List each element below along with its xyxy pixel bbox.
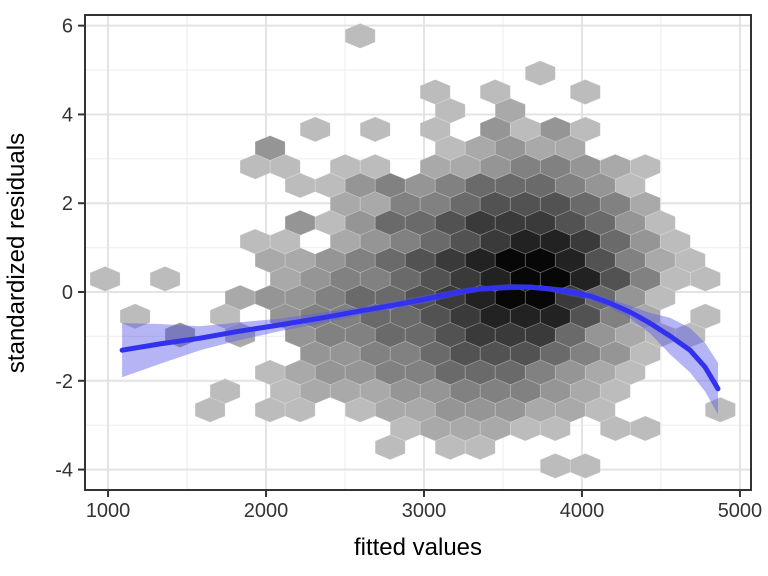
hex-bin <box>89 265 121 292</box>
x-tick-label: 3000 <box>402 500 447 522</box>
panel-border <box>84 14 752 491</box>
hex-bin <box>569 79 601 105</box>
hex-bin <box>524 60 556 87</box>
hex-bin <box>689 265 721 292</box>
smooth-layer <box>119 284 721 415</box>
y-axis-title: standardized residuals <box>3 133 30 373</box>
hex-bin <box>704 396 736 423</box>
hex-bin <box>284 396 316 423</box>
y-tick-label: 6 <box>62 16 73 38</box>
hex-bin <box>299 116 331 143</box>
hex-bin <box>539 452 571 479</box>
hex-bin <box>569 452 601 479</box>
tick-labels: 1000 2000 3000 4000 5000 6 4 2 0 -2 -4 <box>55 16 762 522</box>
hexbin-layer <box>89 22 736 479</box>
hex-bin <box>629 415 661 442</box>
x-axis-title: fitted values <box>354 534 482 561</box>
x-tick-label: 1000 <box>86 500 131 522</box>
hex-bin <box>344 22 376 49</box>
hex-bin <box>359 116 391 143</box>
x-tick-label: 4000 <box>560 500 605 522</box>
axis-ticks <box>78 24 741 497</box>
hex-bin <box>119 303 151 330</box>
y-tick-label: -4 <box>55 460 73 482</box>
hex-bin <box>374 434 406 461</box>
hex-bin <box>464 434 496 461</box>
hex-bin <box>539 415 571 442</box>
hex-bin <box>194 396 226 423</box>
x-tick-label: 5000 <box>718 500 763 522</box>
y-tick-label: 4 <box>62 104 73 126</box>
y-tick-label: 2 <box>62 193 73 215</box>
smooth-line <box>119 284 721 392</box>
y-tick-label: -2 <box>55 371 73 393</box>
hex-bin <box>149 265 181 292</box>
y-tick-label: 0 <box>62 282 73 304</box>
x-tick-label: 2000 <box>244 500 289 522</box>
